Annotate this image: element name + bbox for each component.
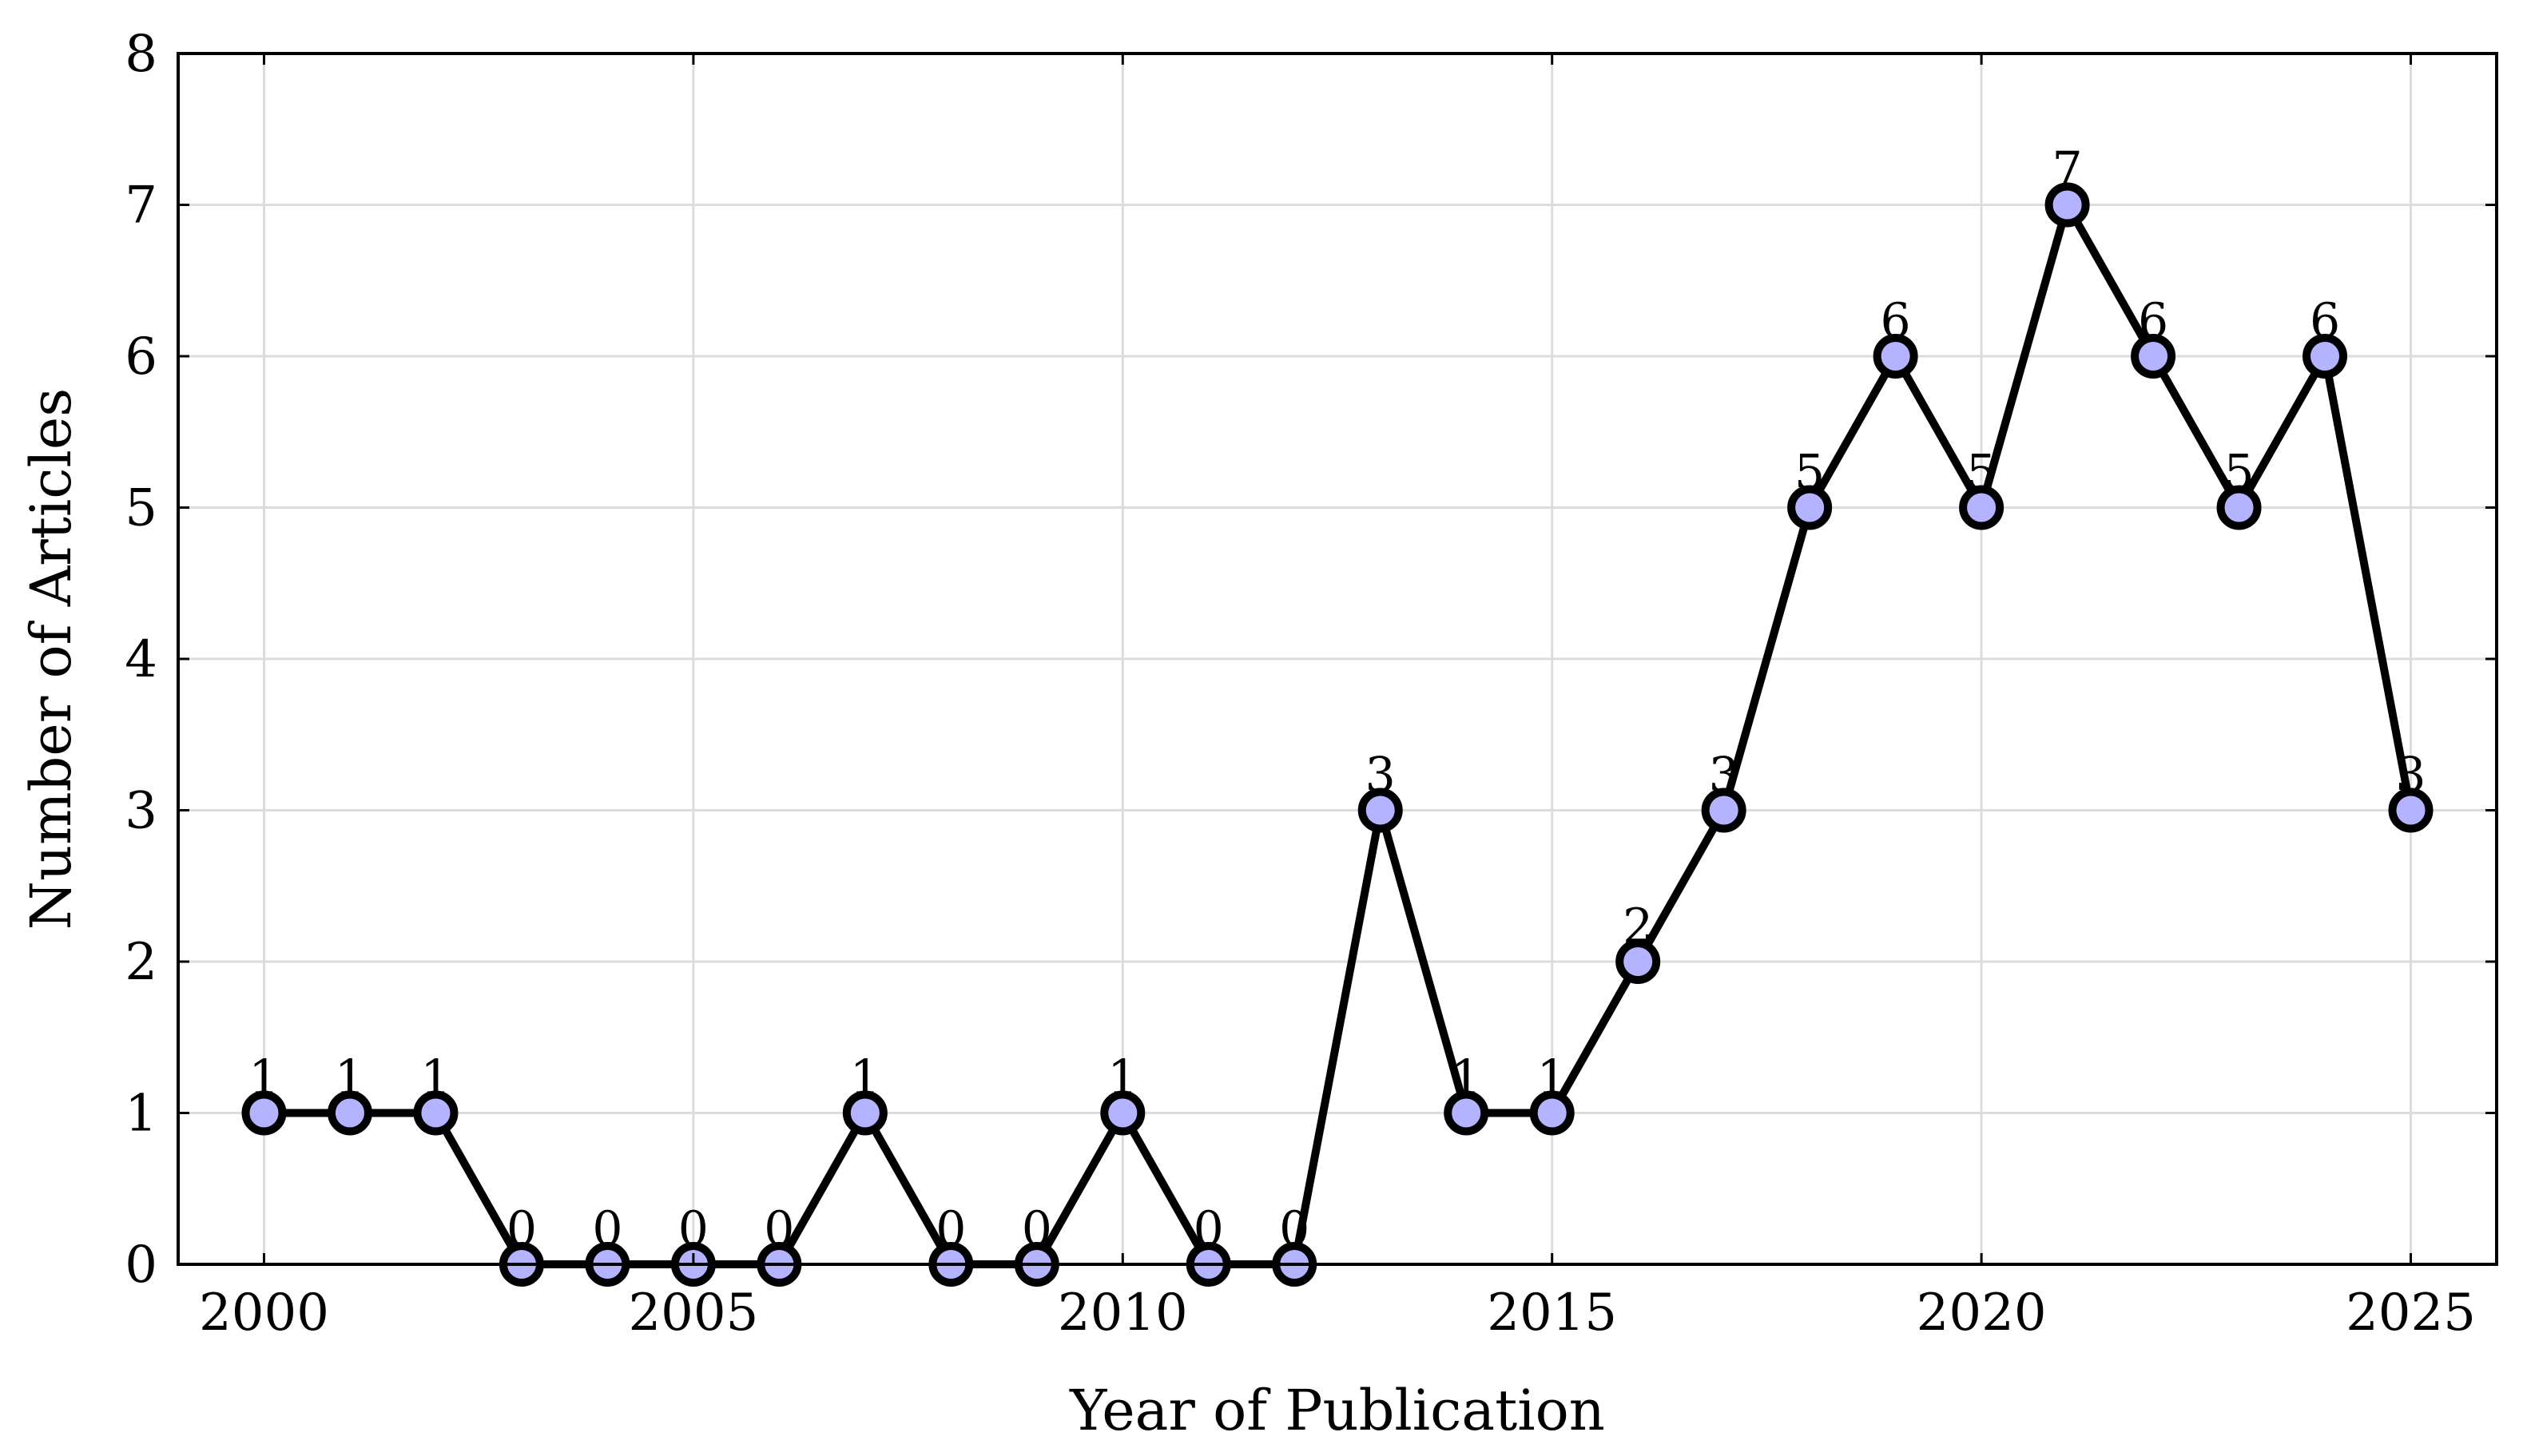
y-tick-label: 6 [125,327,157,387]
x-tick-label: 2015 [1487,1283,1617,1343]
data-point [1100,1090,1146,1136]
data-label: 0 [1194,1201,1224,1257]
grid-lines [178,54,2497,1264]
data-label: 6 [2138,293,2168,349]
y-tick-label: 4 [125,630,157,689]
y-tick-label: 3 [125,782,157,841]
data-label: 6 [1881,293,1911,349]
data-label: 6 [2310,293,2340,349]
x-tick-label: 2025 [2346,1283,2476,1343]
x-tick-label: 2010 [1058,1283,1188,1343]
data-point [2388,788,2434,833]
data-label: 5 [1794,445,1825,501]
data-label: 0 [592,1201,622,1257]
data-label: 0 [936,1201,966,1257]
y-tick-label: 1 [125,1085,157,1144]
data-point [241,1090,287,1136]
data-point [1959,485,2004,530]
y-tick-label: 5 [125,479,157,538]
data-point [1615,939,1661,984]
data-label: 0 [507,1201,537,1257]
data-label: 0 [678,1201,709,1257]
data-point [1701,788,1746,833]
series-line [264,200,2415,1268]
data-point [2302,334,2348,379]
data-points [241,182,2434,1287]
y-tick-label: 2 [125,933,157,992]
data-label: 1 [248,1050,279,1106]
data-label: 2 [1623,899,1653,954]
data-point [1529,1090,1575,1136]
data-label: 1 [1537,1050,1567,1106]
y-axis-label: Number of Articles [18,388,84,930]
y-tick-label: 8 [125,25,157,84]
data-point [1873,334,1918,379]
series-layer [264,200,2415,1268]
data-label: 3 [1709,748,1739,803]
data-label: 1 [1107,1050,1138,1106]
x-tick-label: 2020 [1917,1283,2047,1343]
data-label: 3 [1365,748,1396,803]
data-label: 0 [1279,1201,1309,1257]
y-tick-label: 0 [125,1236,157,1295]
data-label: 7 [2052,142,2082,198]
data-label: 0 [764,1201,794,1257]
axis-ticks [178,52,2497,1266]
data-label: 1 [1451,1050,1481,1106]
data-label: 5 [1966,445,1997,501]
data-point [327,1090,372,1136]
data-label: 5 [2223,445,2254,501]
data-point [2044,182,2090,228]
data-point [842,1090,888,1136]
data-label: 3 [2395,748,2426,803]
data-point [2131,334,2176,379]
x-tick-label: 2000 [199,1283,329,1343]
data-point [1444,1090,1489,1136]
data-point [2216,485,2262,530]
data-label: 1 [850,1050,880,1106]
x-axis-label: Year of Publication [1069,1378,1605,1443]
data-point [1787,485,1833,530]
y-tick-label: 7 [125,177,157,236]
data-label: 0 [1022,1201,1052,1257]
data-point [1357,788,1403,833]
y-tick-labels: 0 1 2 3 4 5 6 7 8 [125,25,157,1295]
data-label: 1 [420,1050,451,1106]
data-label: 1 [335,1050,365,1106]
x-tick-labels: 2000 2005 2010 2015 2020 2025 [199,1283,2476,1343]
data-point [413,1090,459,1136]
x-tick-label: 2005 [628,1283,758,1343]
